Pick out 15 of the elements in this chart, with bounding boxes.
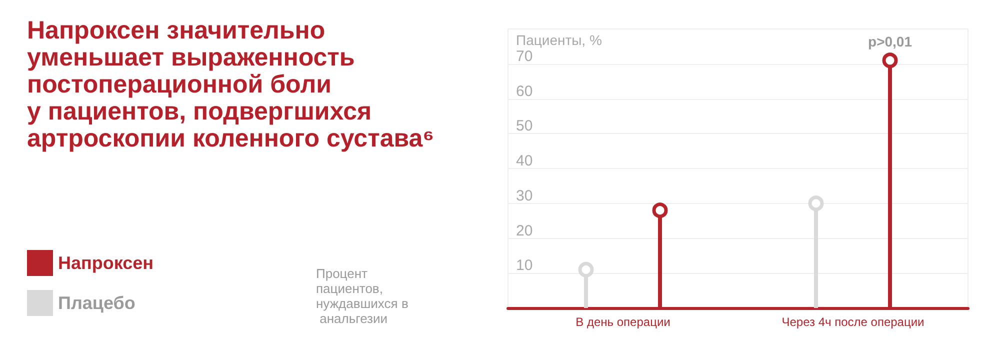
y-tick-label: 20: [516, 222, 533, 240]
x-tick-label: Через 4ч после операции: [782, 315, 924, 329]
text: Процент пациентов, нуждавшихся в анальгезии: [316, 266, 408, 326]
y-tick-label: 30: [516, 187, 533, 204]
y-tick-label: 40: [516, 152, 533, 170]
x-tick-label: В день операции: [576, 315, 670, 329]
y-tick-label: 60: [516, 82, 533, 100]
y-tick-label: 50: [516, 118, 533, 135]
y-axis-title: Пациенты, %: [516, 32, 602, 48]
y-tick-label: 10: [516, 257, 533, 274]
legend-label: Напроксен: [58, 253, 154, 273]
legend-label: Плацебо: [58, 293, 136, 313]
y-tick-label: 70: [516, 48, 533, 65]
text: Напроксен значительно уменьшает выраженность постоперационной боли у пациентов, подвергшихся артроскопии коленного сустава⁶: [27, 16, 434, 152]
annotation: p>0,01: [868, 33, 912, 50]
